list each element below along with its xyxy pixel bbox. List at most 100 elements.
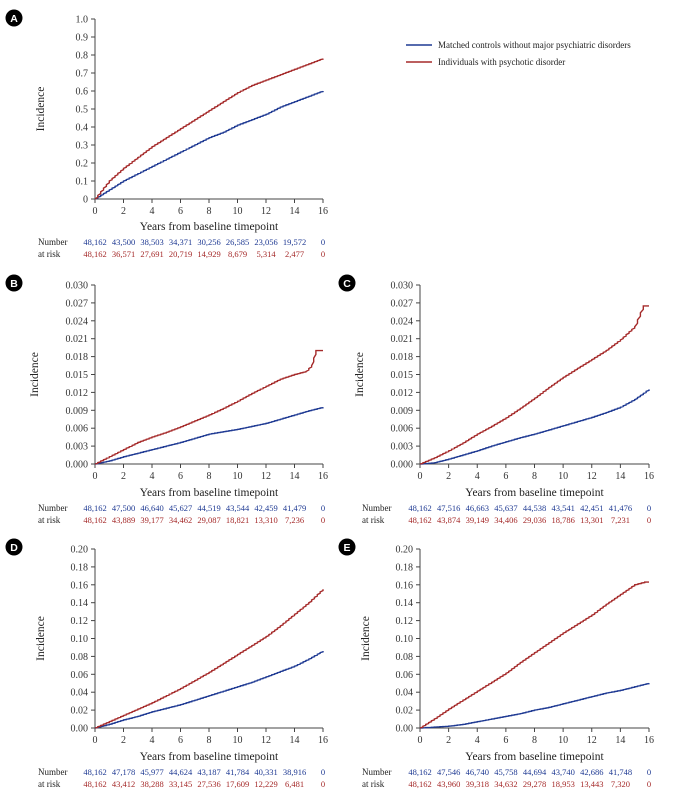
x-tick-label: 6 <box>178 471 183 482</box>
x-tick-label: 2 <box>121 471 126 482</box>
x-tick-label: 10 <box>233 471 243 482</box>
risk-value-psychotic: 43,960 <box>437 779 460 789</box>
panel-badge-label: E <box>343 542 350 554</box>
risk-value-psychotic: 8,679 <box>228 249 247 259</box>
risk-value-controls: 48,162 <box>83 767 106 777</box>
risk-value-controls: 48,162 <box>83 503 106 513</box>
risk-value-psychotic: 6,481 <box>285 779 304 789</box>
risk-value-controls: 48,162 <box>408 503 431 513</box>
risk-table-label-number: Number <box>38 767 68 777</box>
panel-badge-label: A <box>10 13 18 25</box>
x-tick-label: 2 <box>446 471 451 482</box>
y-tick-label: 0.06 <box>71 670 89 681</box>
x-axis-title: Years from baseline timepoint <box>140 487 279 499</box>
y-axis-title: Incidence <box>35 616 47 661</box>
y-tick-label: 0.1 <box>76 177 89 188</box>
x-tick-label: 14 <box>615 735 625 746</box>
x-tick-label: 2 <box>121 206 126 217</box>
y-tick-label: 0.08 <box>396 652 414 663</box>
risk-value-controls: 44,624 <box>169 767 193 777</box>
x-tick-label: 0 <box>93 471 98 482</box>
legend: Matched controls without major psychiatr… <box>406 40 631 67</box>
risk-value-psychotic: 34,632 <box>494 779 517 789</box>
x-tick-label: 6 <box>178 206 183 217</box>
y-tick-label: 0.030 <box>391 281 414 292</box>
risk-value-psychotic: 39,177 <box>140 515 163 525</box>
x-tick-label: 0 <box>418 471 423 482</box>
y-tick-label: 0.000 <box>66 460 89 471</box>
legend-label-psychotic: Individuals with psychotic disorder <box>438 57 565 67</box>
x-tick-label: 14 <box>290 471 300 482</box>
risk-value-controls: 0 <box>647 767 651 777</box>
risk-value-psychotic: 27,536 <box>197 779 220 789</box>
y-tick-label: 0.6 <box>76 87 89 98</box>
risk-value-psychotic: 34,462 <box>169 515 192 525</box>
risk-value-controls: 0 <box>321 237 325 247</box>
y-tick-label: 0.02 <box>396 706 414 717</box>
x-tick-label: 2 <box>121 735 126 746</box>
risk-value-controls: 44,694 <box>523 767 547 777</box>
x-tick-label: 10 <box>558 735 568 746</box>
x-tick-label: 16 <box>644 471 654 482</box>
y-tick-label: 0.024 <box>391 316 414 327</box>
y-axis-title: Incidence <box>35 87 47 132</box>
risk-value-psychotic: 48,162 <box>408 515 431 525</box>
x-tick-label: 6 <box>178 735 183 746</box>
risk-value-controls: 47,546 <box>437 767 460 777</box>
risk-value-controls: 46,663 <box>466 503 489 513</box>
y-tick-label: 0.030 <box>66 281 89 292</box>
risk-value-psychotic: 48,162 <box>83 515 106 525</box>
y-tick-label: 0.14 <box>396 598 414 609</box>
y-tick-label: 0.10 <box>71 634 89 645</box>
series-line-controls <box>94 651 324 729</box>
y-tick-label: 0.009 <box>391 406 414 417</box>
x-axis-title: Years from baseline timepoint <box>140 221 279 233</box>
risk-value-controls: 0 <box>321 503 325 513</box>
x-tick-label: 10 <box>558 471 568 482</box>
x-tick-label: 0 <box>93 206 98 217</box>
x-tick-label: 4 <box>475 471 480 482</box>
risk-value-controls: 45,758 <box>494 767 517 777</box>
risk-value-controls: 34,371 <box>169 237 192 247</box>
panel-badge <box>5 274 23 292</box>
series-line-controls <box>419 389 650 465</box>
risk-value-psychotic: 39,149 <box>466 515 489 525</box>
x-tick-label: 16 <box>318 471 328 482</box>
risk-value-controls: 42,686 <box>580 767 603 777</box>
risk-value-psychotic: 27,691 <box>140 249 163 259</box>
risk-value-psychotic: 0 <box>321 249 325 259</box>
y-tick-label: 0.006 <box>66 424 89 435</box>
risk-value-controls: 45,627 <box>169 503 192 513</box>
x-tick-label: 12 <box>587 471 597 482</box>
y-axis-title: Incidence <box>29 352 41 397</box>
y-tick-label: 0.00 <box>396 724 414 735</box>
x-tick-label: 16 <box>318 735 328 746</box>
y-tick-label: 0.04 <box>71 688 89 699</box>
risk-value-controls: 23,056 <box>254 237 277 247</box>
risk-value-controls: 46,740 <box>466 767 489 777</box>
risk-value-controls: 48,162 <box>83 237 106 247</box>
x-tick-label: 12 <box>587 735 597 746</box>
y-tick-label: 0.027 <box>66 298 89 309</box>
risk-table-label-at-risk: at risk <box>38 779 61 789</box>
risk-value-psychotic: 20,719 <box>169 249 192 259</box>
y-tick-label: 0.14 <box>71 598 89 609</box>
y-tick-label: 0.18 <box>396 562 414 573</box>
risk-table-label-at-risk: at risk <box>362 515 385 525</box>
y-tick-label: 0.4 <box>76 123 89 134</box>
y-tick-label: 0.16 <box>396 580 414 591</box>
y-tick-label: 0.9 <box>76 33 89 44</box>
y-tick-label: 0 <box>83 195 88 206</box>
risk-value-psychotic: 7,320 <box>611 779 630 789</box>
risk-value-psychotic: 48,162 <box>408 779 431 789</box>
x-tick-label: 16 <box>644 735 654 746</box>
series-line-controls <box>94 90 324 200</box>
y-tick-label: 0.12 <box>396 616 414 627</box>
risk-value-psychotic: 7,236 <box>285 515 304 525</box>
y-tick-label: 0.021 <box>66 334 89 345</box>
risk-value-controls: 43,740 <box>551 767 574 777</box>
risk-value-controls: 45,977 <box>140 767 163 777</box>
risk-value-psychotic: 34,406 <box>494 515 517 525</box>
x-tick-label: 12 <box>261 735 271 746</box>
risk-value-psychotic: 43,874 <box>437 515 461 525</box>
